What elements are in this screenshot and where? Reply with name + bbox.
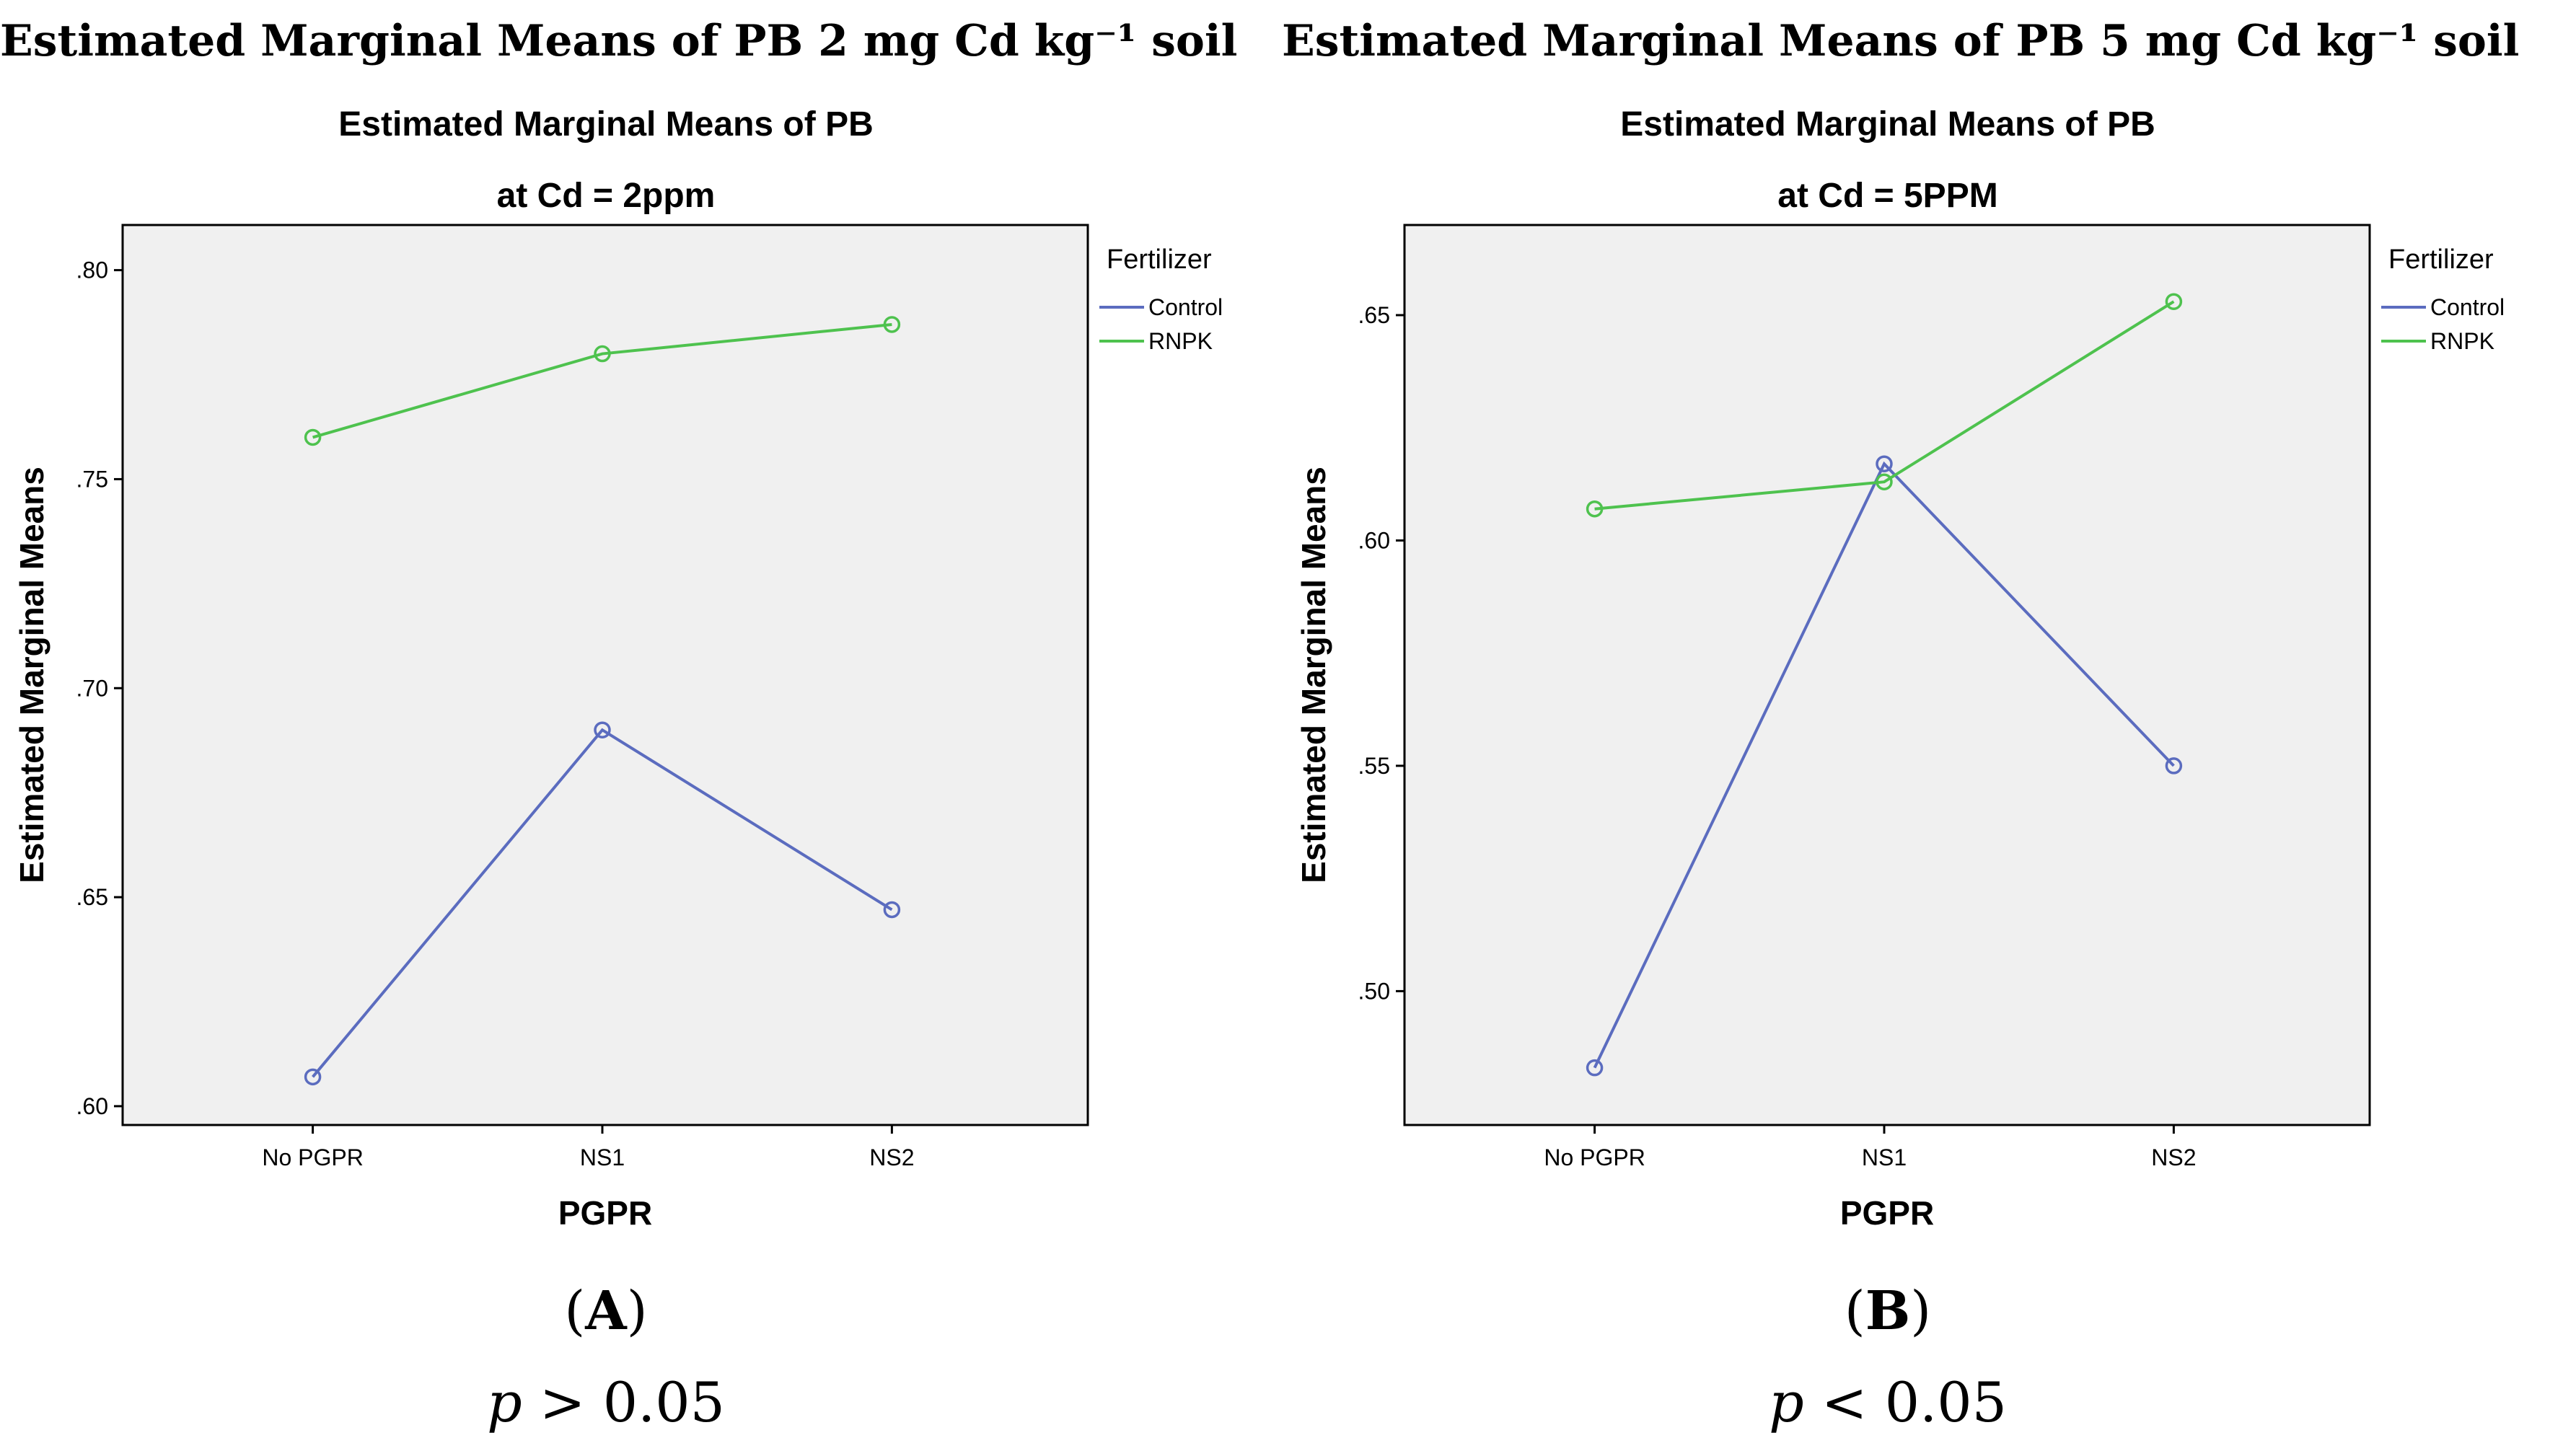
data-point <box>594 345 611 363</box>
data-point <box>1586 500 1604 518</box>
data-point <box>304 428 322 446</box>
data-point <box>1876 473 1893 490</box>
chart-title: Estimated Marginal Means of PB <box>1620 105 2155 144</box>
y-axis-label: Estimated Marginal Means <box>1295 467 1332 883</box>
y-tick-label: .65 <box>76 884 108 910</box>
series-line-rnpk <box>312 322 892 439</box>
series-line-control <box>312 728 893 1078</box>
legend-label: Control <box>2430 294 2505 320</box>
x-tick-label: NS2 <box>2151 1144 2196 1170</box>
legend-label: RNPK <box>2430 328 2494 354</box>
x-axis-label: PGPR <box>558 1194 652 1232</box>
x-axis-label: PGPR <box>1840 1194 1934 1232</box>
y-tick-label: .65 <box>1358 302 1390 328</box>
y-tick-label: .50 <box>1358 978 1390 1004</box>
p-value: p > 0.05 <box>487 1370 725 1434</box>
line-chart: .60 .65 .70 .75 .80 No PGPR NS1 NS2 PGPR Estimate… <box>13 224 1223 1232</box>
line-chart: .50 .55 .60 .65 No PGPR NS1 NS2 PGPR Estimated M… <box>1295 224 2505 1232</box>
data-point <box>2165 757 2183 775</box>
p-value: p < 0.05 <box>1769 1370 2007 1434</box>
data-point <box>883 316 901 333</box>
data-point <box>2165 293 2183 310</box>
chart-panel-a: Estimated Marginal Means of PB 2 mg Cd k… <box>0 0 1281 1456</box>
series-line-control <box>1593 461 2175 1069</box>
x-tick-label: NS1 <box>580 1144 625 1170</box>
x-tick-label: NS1 <box>1862 1144 1907 1170</box>
y-tick-label: .80 <box>76 257 108 283</box>
figure-title: Estimated Marginal Means of PB 5 mg Cd k… <box>1282 16 2520 66</box>
legend-title: Fertilizer <box>2388 244 2494 275</box>
chart-subtitle: at Cd = 2ppm <box>496 177 716 215</box>
x-tick-label: No PGPR <box>262 1144 363 1170</box>
data-point <box>1586 1059 1604 1077</box>
panel-label: (B) <box>1844 1280 1932 1342</box>
chart-panel-b: Estimated Marginal Means of PB 5 mg Cd k… <box>1282 0 2563 1456</box>
legend-title: Fertilizer <box>1107 244 1212 275</box>
data-point <box>1876 455 1893 472</box>
data-point <box>304 1068 322 1086</box>
y-tick-label: .55 <box>1358 753 1390 779</box>
y-tick-label: .60 <box>76 1093 108 1119</box>
chart-title: Estimated Marginal Means of PB <box>338 105 874 144</box>
series-line-rnpk <box>1594 300 2175 511</box>
data-point <box>883 901 901 919</box>
plot-area <box>121 224 1089 1126</box>
data-point <box>594 721 611 738</box>
legend-label: Control <box>1148 294 1223 320</box>
y-tick-label: .75 <box>76 466 108 492</box>
plot-area <box>1403 224 2371 1126</box>
panel-label: (A) <box>564 1280 648 1342</box>
y-tick-label: .70 <box>76 675 108 701</box>
y-tick-label: .60 <box>1358 527 1390 553</box>
figure-title: Estimated Marginal Means of PB 2 mg Cd k… <box>0 16 1238 66</box>
x-tick-label: No PGPR <box>1544 1144 1645 1170</box>
chart-subtitle: at Cd = 5PPM <box>1777 177 1998 215</box>
y-axis-label: Estimated Marginal Means <box>13 467 50 883</box>
legend-label: RNPK <box>1148 328 1213 354</box>
x-tick-label: NS2 <box>869 1144 914 1170</box>
